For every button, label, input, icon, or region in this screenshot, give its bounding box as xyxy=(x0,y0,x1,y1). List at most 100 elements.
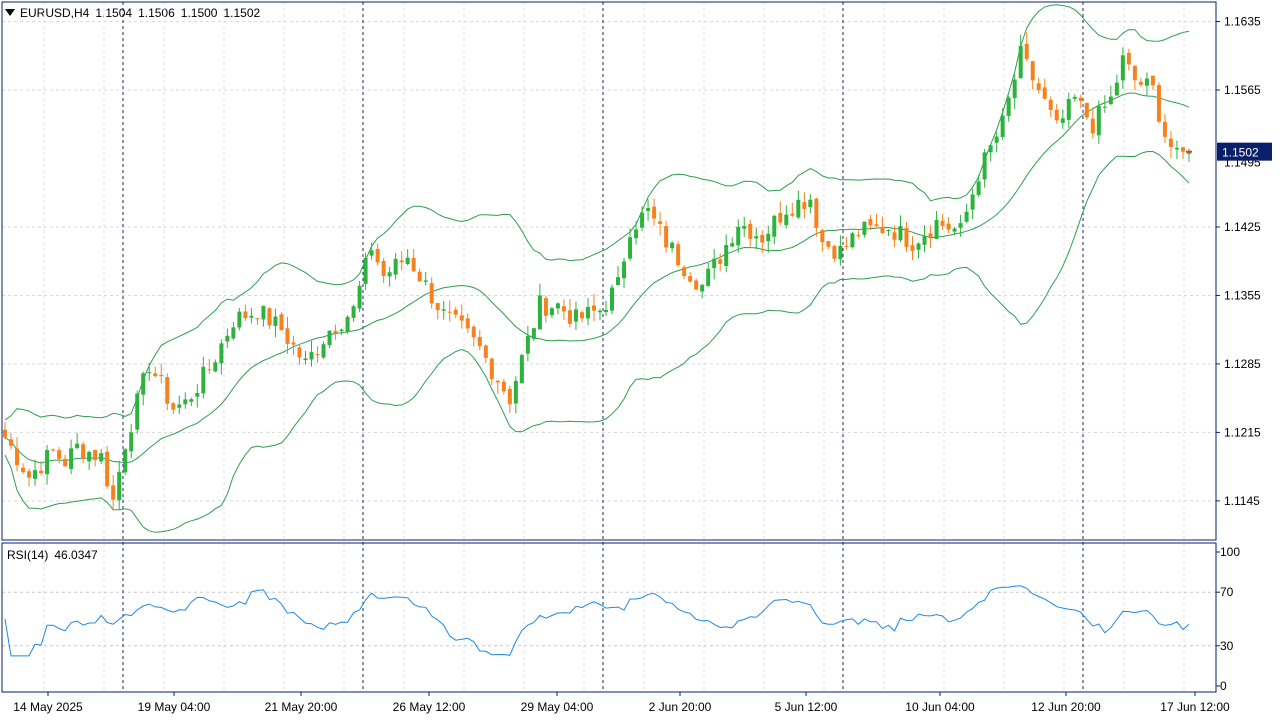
time-label: 19 May 04:00 xyxy=(138,700,211,714)
candle-bear xyxy=(411,257,416,272)
candle-bull xyxy=(99,453,104,462)
price-tick-label: 1.1425 xyxy=(1224,220,1261,234)
candle-bear xyxy=(820,230,825,243)
candle-bear xyxy=(291,342,296,345)
candle-bear xyxy=(561,306,566,312)
candle-bull xyxy=(45,449,50,475)
candle-bull xyxy=(597,310,602,313)
candle-bull xyxy=(129,432,134,452)
price-badge-box xyxy=(1217,142,1272,161)
candle-bear xyxy=(255,318,260,320)
candle-bear xyxy=(477,336,482,347)
candle-bull xyxy=(441,309,446,311)
rsi-value: 46.0347 xyxy=(54,548,98,562)
candle-bear xyxy=(417,271,422,282)
rsi-tick-label: 100 xyxy=(1220,545,1240,559)
axes xyxy=(1,1,1220,696)
period-separators xyxy=(122,2,1084,692)
rsi-header: RSI(14) 46.0347 xyxy=(7,548,98,562)
candle-bull xyxy=(742,226,747,229)
candle-bull xyxy=(1012,79,1017,99)
candle-bear xyxy=(676,244,681,266)
candle-bull xyxy=(958,223,963,228)
candle-bear xyxy=(105,451,110,487)
candle-bull xyxy=(706,268,711,286)
candle-bull xyxy=(766,233,771,242)
time-label: 26 May 12:00 xyxy=(393,700,466,714)
candle-bull xyxy=(916,243,921,250)
candle-bear xyxy=(832,246,837,259)
candle-bull xyxy=(772,215,777,237)
candle-bull xyxy=(724,245,729,267)
candle-bear xyxy=(688,276,693,282)
candle-bull xyxy=(970,194,975,210)
candle-bear xyxy=(682,267,687,277)
price-tick-label: 1.1355 xyxy=(1224,288,1261,302)
candle-bull xyxy=(261,305,266,320)
candle-bear xyxy=(1138,81,1143,85)
candle-bull xyxy=(898,226,903,241)
candle-bull xyxy=(1144,78,1149,86)
candle-bull xyxy=(405,257,410,265)
candle-bull xyxy=(628,237,633,259)
time-label: 10 Jun 04:00 xyxy=(905,700,975,714)
candle-bull xyxy=(525,335,530,354)
candle-bear xyxy=(471,326,476,338)
candle-bull xyxy=(1174,147,1179,150)
candle-bear xyxy=(399,260,404,263)
candle-bull xyxy=(982,152,987,180)
candle-bull xyxy=(423,280,428,282)
candle-bear xyxy=(495,380,500,383)
candle-bear xyxy=(892,232,897,240)
candle-bull xyxy=(604,310,608,312)
candle-bear xyxy=(874,224,879,226)
triangle-down-icon[interactable] xyxy=(5,9,15,16)
candle-bear xyxy=(465,318,470,329)
candle-bull xyxy=(69,448,74,469)
candle-bull xyxy=(886,230,891,232)
candle-bull xyxy=(976,181,981,195)
candle-bear xyxy=(51,449,56,451)
price-badge-text: 1.1502 xyxy=(1222,146,1259,160)
candle-bull xyxy=(610,287,615,311)
candle-bear xyxy=(207,369,212,371)
time-label: 17 Jun 12:00 xyxy=(1160,700,1230,714)
symbol-label: EURUSD,H4 xyxy=(20,6,90,20)
candle-bull xyxy=(784,214,789,226)
candle-bear xyxy=(507,388,512,405)
candle-bear xyxy=(1036,83,1041,91)
candle-bull xyxy=(237,311,242,328)
candle-bull xyxy=(1018,45,1023,79)
rsi-pane-frame xyxy=(1,542,1217,693)
candle-bull xyxy=(249,315,254,318)
candle-bull xyxy=(1096,105,1101,136)
candle-bear xyxy=(591,305,596,311)
rsi-name: RSI(14) xyxy=(7,548,49,562)
grid xyxy=(2,2,1216,692)
candle-bear xyxy=(15,448,20,466)
band-upper xyxy=(4,4,1190,421)
candle-bull xyxy=(670,242,675,249)
candlesticks xyxy=(3,32,1191,511)
price-pane-frame xyxy=(1,1,1217,541)
candle-bear xyxy=(57,450,62,459)
candle-bear xyxy=(567,310,572,324)
candle-bear xyxy=(856,235,861,237)
candle-bear xyxy=(1132,66,1137,81)
low-value: 1.1500 xyxy=(180,6,218,20)
candle-bear xyxy=(333,330,338,334)
time-label: 14 May 2025 xyxy=(13,700,83,714)
candle-bull xyxy=(339,329,344,332)
candle-bear xyxy=(267,308,272,326)
price-tick-label: 1.1565 xyxy=(1224,83,1261,97)
time-label: 29 May 04:00 xyxy=(521,700,594,714)
close-value: 1.1502 xyxy=(223,6,261,20)
candle-bull xyxy=(1066,99,1071,120)
axis-labels: 1.1635 1.1565 1.1425 1.1355 1.1285 1.1215 1.11… xyxy=(13,15,1261,714)
candle-bear xyxy=(81,444,86,459)
price-tick-label: 1.1145 xyxy=(1224,494,1260,508)
candle-bull xyxy=(964,211,969,222)
rsi-tick-label: 30 xyxy=(1220,639,1234,653)
candle-bull xyxy=(369,250,374,256)
